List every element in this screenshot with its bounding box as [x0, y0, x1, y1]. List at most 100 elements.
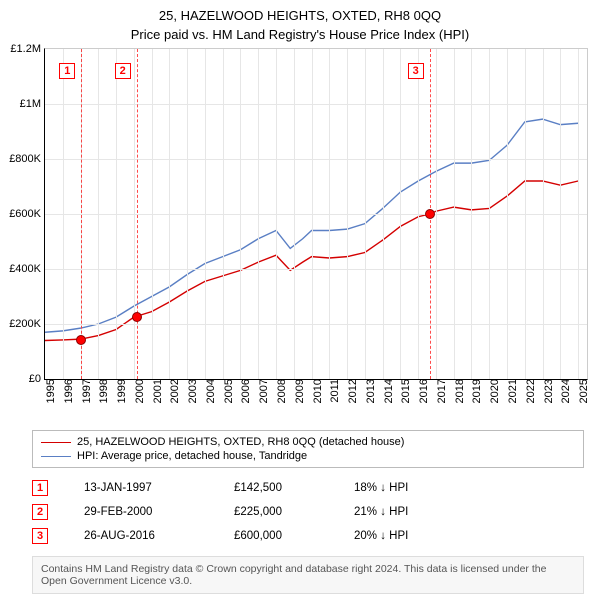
gridline-v [276, 49, 277, 379]
gridline-h [45, 324, 587, 325]
gridline-v [116, 49, 117, 379]
chart-legend: 25, HAZELWOOD HEIGHTS, OXTED, RH8 0QQ (d… [32, 430, 584, 468]
x-axis-label: 2006 [236, 379, 252, 417]
gridline-v [560, 49, 561, 379]
x-axis-label: 2009 [290, 379, 306, 417]
gridline-v [543, 49, 544, 379]
x-axis-label: 2011 [325, 379, 341, 417]
gridline-h [45, 104, 587, 105]
x-axis-label: 2017 [432, 379, 448, 417]
x-axis-label: 2005 [219, 379, 235, 417]
gridline-v [312, 49, 313, 379]
x-axis-label: 2025 [574, 379, 590, 417]
x-axis-label: 2000 [130, 379, 146, 417]
gridline-v [294, 49, 295, 379]
gridline-h [45, 269, 587, 270]
legend-swatch [41, 456, 71, 457]
x-axis-label: 2016 [414, 379, 430, 417]
legend-label: 25, HAZELWOOD HEIGHTS, OXTED, RH8 0QQ (d… [77, 436, 404, 448]
annotation-date: 13-JAN-1997 [48, 482, 234, 494]
y-axis-label: £600K [9, 208, 45, 220]
x-axis-label: 1999 [112, 379, 128, 417]
x-axis-label: 2012 [343, 379, 359, 417]
sale-annotations: 113-JAN-1997£142,50018% ↓ HPI229-FEB-200… [32, 476, 584, 548]
x-axis-label: 1998 [94, 379, 110, 417]
legend-label: HPI: Average price, detached house, Tand… [77, 450, 307, 462]
y-axis-label: £1.2M [10, 43, 45, 55]
gridline-v [223, 49, 224, 379]
x-axis-label: 2004 [201, 379, 217, 417]
gridline-v [418, 49, 419, 379]
x-axis-label: 2008 [272, 379, 288, 417]
y-axis-label: £200K [9, 318, 45, 330]
chart-subtitle: Price paid vs. HM Land Registry's House … [0, 23, 600, 48]
x-axis-label: 2023 [539, 379, 555, 417]
y-axis-label: £1M [20, 98, 45, 110]
legend-item: HPI: Average price, detached house, Tand… [41, 449, 575, 463]
x-axis-label: 2002 [165, 379, 181, 417]
sale-marker-line [137, 49, 138, 379]
annotation-price: £225,000 [234, 506, 354, 518]
sale-marker-badge: 2 [115, 63, 131, 79]
gridline-v [507, 49, 508, 379]
gridline-v [578, 49, 579, 379]
sale-marker-badge: 3 [408, 63, 424, 79]
annotation-date: 26-AUG-2016 [48, 530, 234, 542]
chart-title-address: 25, HAZELWOOD HEIGHTS, OXTED, RH8 0QQ [0, 0, 600, 23]
gridline-h [45, 159, 587, 160]
y-axis-label: £400K [9, 263, 45, 275]
gridline-v [258, 49, 259, 379]
gridline-v [134, 49, 135, 379]
x-axis-label: 2019 [467, 379, 483, 417]
annotation-price: £142,500 [234, 482, 354, 494]
sale-marker-dot [425, 209, 435, 219]
x-axis-label: 2007 [254, 379, 270, 417]
x-axis-label: 2024 [556, 379, 572, 417]
annotation-badge: 2 [32, 504, 48, 520]
x-axis-label: 2001 [148, 379, 164, 417]
gridline-v [98, 49, 99, 379]
gridline-v [329, 49, 330, 379]
gridline-v [489, 49, 490, 379]
x-axis-label: 2003 [183, 379, 199, 417]
gridline-v [205, 49, 206, 379]
price-chart: £0£200K£400K£600K£800K£1M£1.2M1995199619… [44, 48, 588, 380]
x-axis-label: 1997 [77, 379, 93, 417]
gridline-v [152, 49, 153, 379]
gridline-v [436, 49, 437, 379]
x-axis-label: 1995 [41, 379, 57, 417]
annotation-row: 326-AUG-2016£600,00020% ↓ HPI [32, 524, 584, 548]
sale-marker-badge: 1 [59, 63, 75, 79]
x-axis-label: 2020 [485, 379, 501, 417]
annotation-hpi-delta: 20% ↓ HPI [354, 530, 408, 542]
gridline-v [347, 49, 348, 379]
gridline-v [169, 49, 170, 379]
x-axis-label: 2013 [361, 379, 377, 417]
sale-marker-dot [132, 312, 142, 322]
gridline-v [187, 49, 188, 379]
data-attribution: Contains HM Land Registry data © Crown c… [32, 556, 584, 594]
gridline-v [63, 49, 64, 379]
gridline-v [471, 49, 472, 379]
annotation-hpi-delta: 21% ↓ HPI [354, 506, 408, 518]
x-axis-label: 2015 [396, 379, 412, 417]
annotation-badge: 3 [32, 528, 48, 544]
gridline-v [454, 49, 455, 379]
x-axis-label: 2018 [450, 379, 466, 417]
annotation-price: £600,000 [234, 530, 354, 542]
annotation-row: 229-FEB-2000£225,00021% ↓ HPI [32, 500, 584, 524]
gridline-v [240, 49, 241, 379]
annotation-row: 113-JAN-1997£142,50018% ↓ HPI [32, 476, 584, 500]
x-axis-label: 2014 [379, 379, 395, 417]
legend-item: 25, HAZELWOOD HEIGHTS, OXTED, RH8 0QQ (d… [41, 435, 575, 449]
x-axis-label: 1996 [59, 379, 75, 417]
x-axis-label: 2021 [503, 379, 519, 417]
sale-marker-line [81, 49, 82, 379]
gridline-v [400, 49, 401, 379]
annotation-date: 29-FEB-2000 [48, 506, 234, 518]
legend-swatch [41, 442, 71, 443]
gridline-h [45, 214, 587, 215]
annotation-hpi-delta: 18% ↓ HPI [354, 482, 408, 494]
y-axis-label: £800K [9, 153, 45, 165]
gridline-v [525, 49, 526, 379]
